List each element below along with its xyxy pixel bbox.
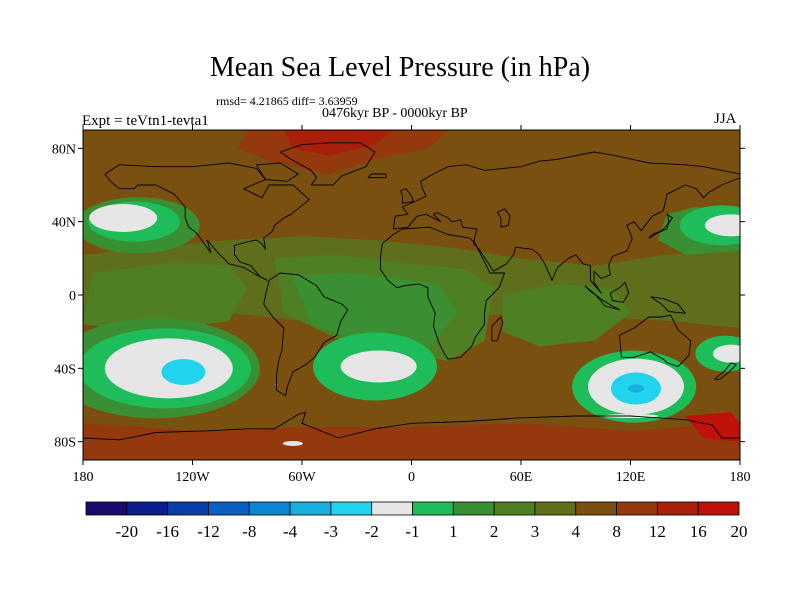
coast-north-america bbox=[104, 162, 310, 281]
field-indian-green bbox=[502, 284, 631, 347]
x-tick-label: 120E bbox=[616, 470, 646, 485]
coast-indonesia bbox=[584, 285, 620, 311]
colorbar-label: -12 bbox=[197, 522, 220, 541]
field-antarctic bbox=[83, 423, 740, 460]
coast-south-america bbox=[263, 272, 349, 397]
colorbar-label: 2 bbox=[490, 522, 499, 541]
coast-borneo bbox=[609, 281, 630, 303]
coast-uk bbox=[400, 188, 414, 204]
colorbar-label: 3 bbox=[531, 522, 540, 541]
experiment-label: Expt = teVtn1-tevta1 bbox=[82, 113, 209, 129]
colorbar-label: -2 bbox=[365, 522, 379, 541]
rmsd-diff-label: rmsd= 4.21865 diff= 3.63959 bbox=[216, 94, 358, 108]
colorbar-swatch bbox=[371, 501, 413, 516]
field-spacific-core bbox=[161, 359, 206, 385]
field-satlantic-core bbox=[340, 350, 417, 383]
colorbar-swatch bbox=[616, 501, 658, 516]
colorbar-swatch bbox=[248, 501, 291, 516]
x-tick-label: 180 bbox=[730, 470, 751, 485]
field-ross-high bbox=[685, 412, 740, 442]
coast-caspian bbox=[496, 208, 511, 228]
season-label: JJA bbox=[714, 111, 737, 127]
y-tick-label: 40N bbox=[52, 216, 76, 231]
colorbar-label: -8 bbox=[242, 522, 256, 541]
y-tick-label: 80S bbox=[54, 436, 76, 451]
coast-africa bbox=[380, 226, 506, 360]
coast-eurasia bbox=[392, 151, 740, 294]
colorbar-label: 1 bbox=[449, 522, 458, 541]
colorbar-swatch bbox=[452, 501, 495, 516]
colorbar-label: 16 bbox=[690, 522, 707, 541]
colorbar-swatch bbox=[167, 501, 209, 516]
y-tick-label: 0 bbox=[69, 289, 76, 304]
colorbar-label: -20 bbox=[115, 522, 138, 541]
field-tasman-core bbox=[712, 344, 740, 363]
colorbar-swatch bbox=[208, 501, 250, 516]
colorbar-swatch bbox=[697, 501, 740, 516]
coast-baffin bbox=[255, 162, 299, 182]
coast-antarctica bbox=[83, 411, 740, 441]
coast-greenland bbox=[279, 142, 376, 186]
colorbar-label: -1 bbox=[405, 522, 419, 541]
y-tick-label: 40S bbox=[54, 362, 76, 377]
colorbar-label: -16 bbox=[156, 522, 179, 541]
colorbar-label: 4 bbox=[572, 522, 581, 541]
field-antarctic-white bbox=[282, 441, 303, 446]
field-pacific-green bbox=[83, 262, 248, 332]
colorbar-swatch bbox=[493, 501, 536, 516]
colorbar-label: -4 bbox=[283, 522, 298, 541]
colorbar-swatch bbox=[575, 501, 617, 516]
x-tick-label: 60E bbox=[510, 470, 533, 485]
colorbar-swatch bbox=[289, 501, 332, 516]
x-tick-label: 120W bbox=[175, 470, 210, 485]
coast-new-zealand bbox=[714, 362, 737, 380]
field-atlantic-darkgreen bbox=[292, 273, 458, 347]
y-tick-label: 80N bbox=[52, 142, 76, 157]
colorbar-label: 12 bbox=[649, 522, 666, 541]
field-npacific-east-core bbox=[704, 214, 740, 237]
colorbar-label: 8 bbox=[612, 522, 621, 541]
coast-australia bbox=[619, 314, 692, 367]
colorbar-swatch bbox=[412, 501, 454, 516]
colorbar-swatch bbox=[656, 501, 699, 516]
chart-title: Mean Sea Level Pressure (in hPa) bbox=[209, 52, 591, 83]
field-sindian-center bbox=[627, 384, 644, 393]
coast-new-guinea bbox=[650, 296, 686, 314]
period-label: 0476kyr BP - 0000kyr BP bbox=[322, 106, 468, 121]
x-tick-label: 0 bbox=[408, 470, 415, 485]
colorbar-swatch bbox=[534, 501, 577, 516]
colorbar-label: 20 bbox=[731, 522, 748, 541]
coast-japan bbox=[648, 213, 673, 239]
x-tick-label: 60W bbox=[288, 470, 316, 485]
colorbar-swatch bbox=[85, 501, 128, 516]
coast-madagascar bbox=[491, 316, 504, 342]
x-tick-label: 180 bbox=[73, 470, 94, 485]
colorbar-swatch bbox=[126, 501, 169, 516]
colorbar-swatch bbox=[330, 501, 373, 516]
coast-iceland bbox=[367, 173, 387, 179]
field-npacific-core bbox=[89, 204, 158, 232]
colorbar-label: -3 bbox=[324, 522, 338, 541]
